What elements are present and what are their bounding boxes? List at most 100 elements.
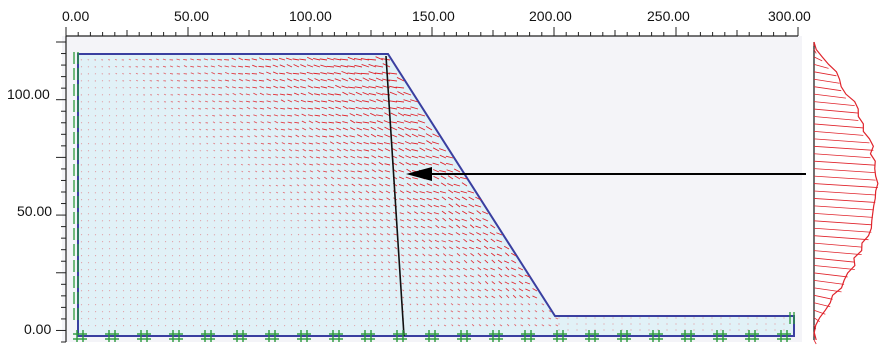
displacement-vector xyxy=(177,107,181,110)
displacement-vector xyxy=(407,246,412,250)
displacement-vector xyxy=(463,238,468,243)
displacement-vector xyxy=(227,213,230,215)
arrow-left-icon xyxy=(406,167,806,181)
displacement-vector xyxy=(129,283,132,285)
displacement-vector xyxy=(352,226,356,229)
displacement-vector xyxy=(150,276,153,278)
distribution-bar xyxy=(813,183,878,188)
displacement-vector xyxy=(359,254,363,257)
displacement-vector xyxy=(199,178,202,180)
displacement-vector xyxy=(504,252,510,257)
displacement-vector xyxy=(460,190,468,194)
displacement-vector xyxy=(343,134,349,138)
displacement-vector xyxy=(484,259,489,264)
displacement-vector xyxy=(535,302,538,306)
displacement-vector xyxy=(410,113,419,117)
displacement-vector xyxy=(395,282,398,285)
displacement-vector xyxy=(437,317,440,320)
displacement-vector xyxy=(337,177,342,180)
displacement-vector xyxy=(393,254,398,257)
displacement-vector xyxy=(326,57,335,61)
displacement-vector xyxy=(374,324,377,327)
displacement-vector xyxy=(171,269,174,271)
displacement-vector xyxy=(196,59,202,61)
displacement-vector xyxy=(171,115,174,117)
displacement-vector xyxy=(376,134,384,138)
displacement-vector xyxy=(375,56,384,61)
displacement-vector xyxy=(324,183,328,187)
displacement-vector xyxy=(342,121,349,124)
displacement-vector xyxy=(475,217,482,222)
displacement-vector xyxy=(468,203,475,208)
displacement-vector xyxy=(218,79,223,82)
displacement-vector xyxy=(541,317,545,320)
displacement-vector xyxy=(254,163,258,166)
displacement-vector xyxy=(421,239,426,243)
displacement-vector xyxy=(541,324,545,327)
displacement-vector xyxy=(185,143,188,145)
displacement-vector xyxy=(136,79,139,82)
fixed-support-icon xyxy=(73,330,87,342)
displacement-vector xyxy=(428,246,433,250)
displacement-vector xyxy=(513,303,517,306)
displacement-vector xyxy=(108,290,111,292)
displacement-vector xyxy=(372,197,377,201)
displacement-vector xyxy=(505,266,510,271)
displacement-vector xyxy=(308,149,314,152)
displacement-vector xyxy=(108,325,111,327)
displacement-vector xyxy=(199,192,202,194)
displacement-vector xyxy=(382,78,391,82)
displacement-vector xyxy=(366,247,370,250)
displacement-vector xyxy=(220,213,223,215)
roller-support-icon xyxy=(73,308,79,320)
displacement-vector xyxy=(193,310,195,313)
displacement-vector xyxy=(398,176,405,180)
displacement-vector xyxy=(162,58,167,61)
fixed-support-icon xyxy=(713,330,727,342)
displacement-vector xyxy=(262,304,265,306)
roller-support-icon xyxy=(73,132,79,144)
displacement-vector xyxy=(450,289,454,292)
displacement-vector xyxy=(311,226,314,229)
displacement-vector xyxy=(171,107,174,110)
displacement-vector xyxy=(151,317,153,320)
displacement-vector xyxy=(80,310,83,313)
displacement-vector xyxy=(213,241,216,243)
displacement-vector xyxy=(332,261,335,264)
displacement-vector xyxy=(437,324,440,327)
displacement-vector xyxy=(156,80,160,82)
displacement-vector xyxy=(427,218,433,222)
displacement-vector xyxy=(339,254,342,257)
displacement-vector xyxy=(101,234,104,236)
distribution-bar xyxy=(813,339,817,345)
displacement-vector xyxy=(190,80,195,82)
displacement-vector xyxy=(373,261,377,264)
displacement-vector xyxy=(393,240,398,243)
displacement-vector xyxy=(311,304,314,306)
displacement-vector xyxy=(339,247,342,250)
displacement-vector xyxy=(436,289,440,292)
displacement-vector xyxy=(353,311,356,313)
displacement-vector xyxy=(333,324,335,327)
displacement-vector xyxy=(204,93,209,96)
displacement-vector xyxy=(206,227,209,229)
displacement-vector xyxy=(320,64,328,68)
displacement-vector xyxy=(122,290,125,292)
displacement-vector xyxy=(475,246,482,250)
displacement-vector xyxy=(205,129,209,131)
displacement-vector xyxy=(329,141,335,145)
displacement-vector xyxy=(192,234,195,236)
displacement-vector xyxy=(358,190,363,194)
displacement-vector xyxy=(325,240,328,243)
distribution-bar xyxy=(813,131,864,136)
displacement-vector xyxy=(156,93,160,96)
displacement-vector xyxy=(213,164,216,166)
displacement-vector xyxy=(314,78,321,82)
displacement-vector xyxy=(283,205,286,208)
displacement-vector xyxy=(490,274,496,278)
displacement-vector xyxy=(335,106,342,110)
distribution-bar xyxy=(813,317,820,322)
displacement-vector xyxy=(346,325,349,327)
displacement-vector xyxy=(353,57,363,61)
